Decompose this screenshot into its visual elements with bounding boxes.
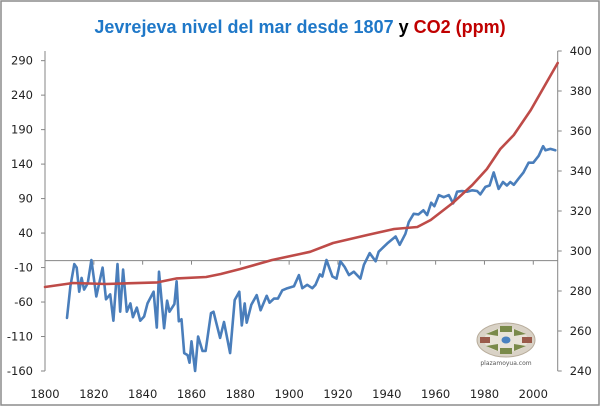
sea-level-line: [65, 144, 557, 373]
title-sea-level: Jevrejeva nivel del mar desde 1807: [94, 17, 393, 37]
left-axis-tick-label: -110: [7, 330, 33, 344]
right-axis-tick-label: 400: [570, 44, 592, 58]
left-axis-tick-label: 190: [11, 123, 33, 137]
x-axis-tick-label: 1840: [128, 387, 157, 401]
chart-title: Jevrejeva nivel del mar desde 1807 y CO2…: [94, 17, 505, 37]
left-axis-tick-label: -160: [7, 364, 33, 378]
x-axis-tick-label: 1800: [30, 387, 59, 401]
right-axis-tick-label: 300: [570, 244, 592, 258]
title-co2: CO2 (ppm): [414, 17, 506, 37]
plazamoyua-logo: [476, 322, 536, 358]
axes: 290 240 190 140 90 40 -10 -60 -110 -160 400 380 360 3…: [7, 44, 592, 401]
right-axis-tick-label: 360: [570, 124, 592, 138]
x-axis-tick-label: 2000: [519, 387, 548, 401]
title-connector: y: [394, 17, 414, 37]
logo-text: plazamoyua.com: [480, 360, 531, 367]
left-axis-tick-label: 140: [11, 157, 33, 171]
x-axis-tick-label: 1920: [323, 387, 352, 401]
left-axis-tick-label: -10: [14, 261, 33, 275]
left-axis-tick-label: 90: [18, 192, 33, 206]
co2-line: [43, 61, 559, 289]
left-axis-tick-label: 240: [11, 88, 33, 102]
x-axis-tick-label: 1900: [275, 387, 304, 401]
right-axis-tick-label: 260: [570, 324, 592, 338]
right-axis-tick-label: 280: [570, 284, 592, 298]
series-layer: [43, 61, 559, 373]
x-axis-tick-label: 1960: [421, 387, 450, 401]
x-axis-tick-label: 1880: [226, 387, 255, 401]
right-axis-tick-label: 320: [570, 204, 592, 218]
left-axis-tick-label: -60: [14, 295, 33, 309]
right-axis-tick-label: 380: [570, 84, 592, 98]
x-axis-tick-label: 1980: [470, 387, 499, 401]
x-axis-tick-label: 1860: [177, 387, 206, 401]
x-axis-tick-label: 1940: [372, 387, 401, 401]
right-axis-tick-label: 340: [570, 164, 592, 178]
left-axis-tick-label: 40: [18, 226, 33, 240]
right-axis-tick-label: 240: [570, 364, 592, 378]
left-axis-tick-label: 290: [11, 54, 33, 68]
x-axis-tick-label: 1820: [79, 387, 108, 401]
